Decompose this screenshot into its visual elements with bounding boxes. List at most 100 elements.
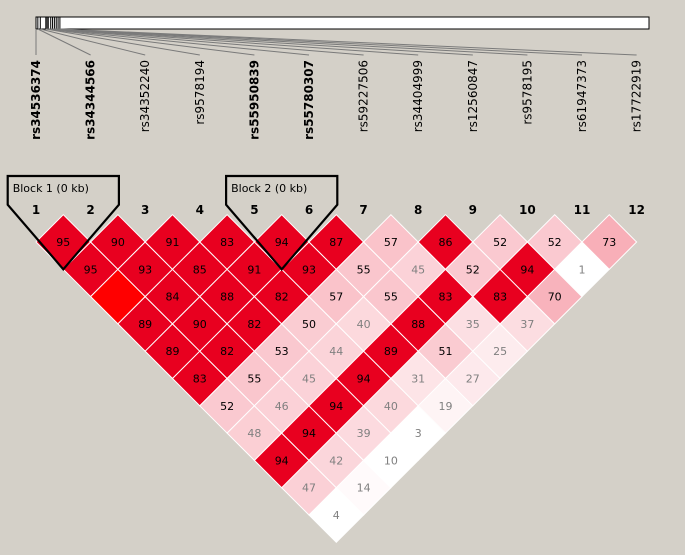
ld-value-3-4: 91 — [166, 236, 180, 249]
ld-cell-11-12 — [581, 213, 638, 271]
snp-name-12: rs17722919 — [630, 60, 644, 132]
ld-value-2-6: 90 — [193, 318, 207, 331]
ld-value-11-12: 73 — [602, 236, 616, 249]
snp-name-labels: rs34536374 rs34344566 rs34352240 rs9578194 r… — [29, 60, 644, 140]
ld-value-6-8: 55 — [357, 263, 371, 276]
ld-value-5-8: 57 — [329, 291, 343, 304]
ld-value-4-12: 3 — [415, 427, 422, 440]
ld-value-4-6: 91 — [247, 263, 261, 276]
ld-value-5-12: 19 — [439, 400, 453, 413]
snp-index-1: 1 — [32, 203, 40, 217]
ld-value-1-8: 52 — [220, 400, 234, 413]
snp-name-4: rs9578194 — [193, 60, 207, 125]
connector-line-9 — [54, 28, 473, 56]
snp-name-2: rs34344566 — [84, 60, 98, 140]
ld-value-3-11: 39 — [357, 427, 371, 440]
snp-index-9: 9 — [469, 203, 477, 217]
snp-index-2: 2 — [86, 203, 94, 217]
connector-line-7 — [50, 28, 364, 56]
ld-value-9-10: 52 — [493, 236, 507, 249]
connector-line-3 — [40, 28, 146, 56]
ld-cells: 95 95 89 89 83 52 48 94 47 4 90 93 84 90 82 55 46 94 42 14 9… — [35, 213, 638, 544]
haplotype-block-outline-2 — [225, 174, 339, 271]
ld-value-5-10: 89 — [384, 345, 398, 358]
ld-value-6-7: 87 — [329, 236, 343, 249]
ld-value-2-10: 94 — [302, 427, 316, 440]
ld-value-4-11: 40 — [384, 400, 398, 413]
snp-name-7: rs59227506 — [357, 60, 371, 132]
snp-index-labels: 1 2 3 4 5 6 7 8 9 10 11 12 — [32, 203, 645, 217]
snp-name-5: rs55950839 — [247, 60, 261, 140]
ld-value-7-8: 57 — [384, 236, 398, 249]
ld-value-6-11: 51 — [439, 345, 453, 358]
ld-value-2-9: 46 — [275, 400, 289, 413]
block-label-1: Block 1 (0 kb) — [13, 182, 89, 195]
ld-value-5-11: 31 — [411, 373, 425, 386]
snp-index-7: 7 — [359, 203, 367, 217]
connector-line-2 — [37, 28, 91, 56]
snp-name-11: rs61947373 — [575, 60, 589, 132]
block-label-2: Block 2 (0 kb) — [231, 182, 307, 195]
ld-value-6-10: 88 — [411, 318, 425, 331]
ld-value-1-2: 95 — [56, 236, 70, 249]
ld-value-4-8: 50 — [302, 318, 316, 331]
ld-value-1-12: 4 — [333, 509, 340, 522]
snp-name-1: rs34536374 — [29, 60, 43, 140]
ld-value-10-11: 52 — [548, 236, 562, 249]
ld-value-5-7: 93 — [302, 263, 316, 276]
connector-line-6 — [48, 28, 310, 56]
ld-value-4-5: 83 — [220, 236, 234, 249]
ld-value-2-11: 42 — [329, 454, 343, 467]
ld-value-2-7: 82 — [220, 345, 234, 358]
ld-value-8-10: 52 — [466, 263, 480, 276]
connector-line-8 — [52, 28, 419, 56]
snp-index-5: 5 — [250, 203, 258, 217]
ld-value-1-7: 83 — [193, 373, 207, 386]
snp-position-ticks — [35, 17, 61, 29]
ld-value-2-4: 93 — [138, 263, 152, 276]
ld-value-9-12: 70 — [548, 291, 562, 304]
ld-value-10-12: 1 — [579, 263, 586, 276]
ld-value-2-12: 14 — [357, 482, 371, 495]
ld-value-3-7: 82 — [247, 318, 261, 331]
ld-value-4-7: 82 — [275, 291, 289, 304]
ld-value-8-12: 37 — [520, 318, 534, 331]
connector-line-12 — [59, 28, 637, 56]
ld-value-1-5: 89 — [138, 318, 152, 331]
ld-value-3-10: 94 — [329, 400, 343, 413]
ld-value-5-9: 40 — [357, 318, 371, 331]
snp-index-11: 11 — [574, 203, 591, 217]
snp-name-10: rs9578195 — [520, 60, 534, 125]
ld-value-1-10: 94 — [275, 454, 289, 467]
snp-index-10: 10 — [519, 203, 536, 217]
ld-value-4-9: 44 — [329, 345, 343, 358]
ld-value-3-5: 85 — [193, 263, 207, 276]
snp-name-8: rs34404999 — [411, 60, 425, 132]
ld-value-3-8: 53 — [275, 345, 289, 358]
snp-name-9: rs12560847 — [466, 60, 480, 132]
ld-value-3-12: 10 — [384, 454, 398, 467]
ld-value-2-5: 84 — [166, 291, 180, 304]
haplotype-blocks: Block 1 (0 kb) Block 2 (0 kb) — [6, 174, 339, 271]
ld-value-4-10: 94 — [357, 373, 371, 386]
ld-value-7-12: 25 — [493, 345, 507, 358]
snp-index-12: 12 — [628, 203, 645, 217]
ld-value-1-3: 95 — [84, 263, 98, 276]
ld-value-5-6: 94 — [275, 236, 289, 249]
snp-index-4: 4 — [196, 203, 204, 217]
ld-value-8-9: 86 — [439, 236, 453, 249]
haplotype-block-outline-1 — [6, 174, 121, 271]
ld-value-1-11: 47 — [302, 482, 316, 495]
ld-value-2-8: 55 — [247, 373, 261, 386]
snp-connector-lines — [35, 28, 637, 56]
position-track — [35, 16, 650, 30]
ld-value-8-11: 83 — [493, 291, 507, 304]
ld-value-7-9: 45 — [411, 263, 425, 276]
ld-value-3-6: 88 — [220, 291, 234, 304]
ld-value-6-12: 27 — [466, 373, 480, 386]
snp-index-6: 6 — [305, 203, 313, 217]
connector-line-4 — [45, 28, 200, 56]
connector-line-5 — [46, 28, 255, 56]
